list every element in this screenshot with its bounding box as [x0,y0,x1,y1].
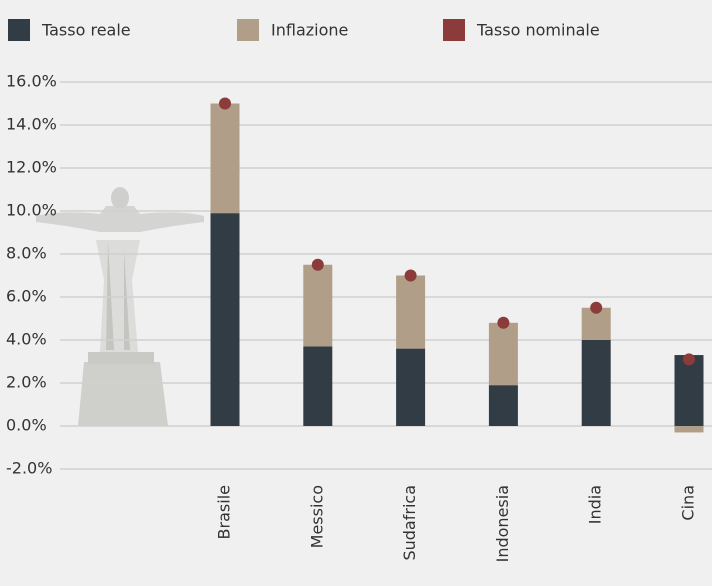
x-tick-label: Indonesia [493,485,512,562]
y-tick-label: 2.0% [6,373,47,392]
x-tick-label: Cina [679,485,698,521]
legend-label: Tasso reale [41,21,131,40]
y-tick-label: 4.0% [6,330,47,349]
x-tick-label: Messico [307,485,326,548]
y-tick-label: 8.0% [6,244,47,263]
y-tick-label: 10.0% [6,201,57,220]
dot-marker [683,353,695,366]
bar-segment [674,355,704,426]
x-tick-label: Sudafrica [400,485,419,561]
dot-marker [497,316,510,329]
y-tick-label: -2.0% [6,459,52,478]
statue-illustration [36,187,204,426]
legend-swatch [443,19,465,41]
bar-segment [581,340,611,426]
y-tick-label: 14.0% [6,115,57,134]
dot-marker [219,97,231,110]
x-tick-label: Brasile [215,485,234,539]
bar-segment [488,322,518,386]
y-tick-label: 0.0% [6,416,47,435]
legend-swatch [8,19,30,41]
legend-label: Tasso nominale [476,21,600,40]
legend-swatch [237,19,259,41]
bar-segment [303,346,333,426]
y-tick-label: 6.0% [6,287,47,306]
bar-segment [210,103,240,214]
bar-segment [396,348,426,426]
dot-marker [404,269,417,282]
bar-segment [488,385,518,426]
bar-segment [210,213,240,426]
legend-label: Inflazione [271,21,348,40]
bar-segment [396,275,426,349]
x-tick-label: India [586,485,605,524]
dot-marker [311,258,324,271]
y-tick-label: 12.0% [6,158,57,177]
y-tick-label: 16.0% [6,72,57,91]
bar-segment [674,426,704,433]
bar-segment [303,264,333,347]
dot-marker [590,301,603,314]
